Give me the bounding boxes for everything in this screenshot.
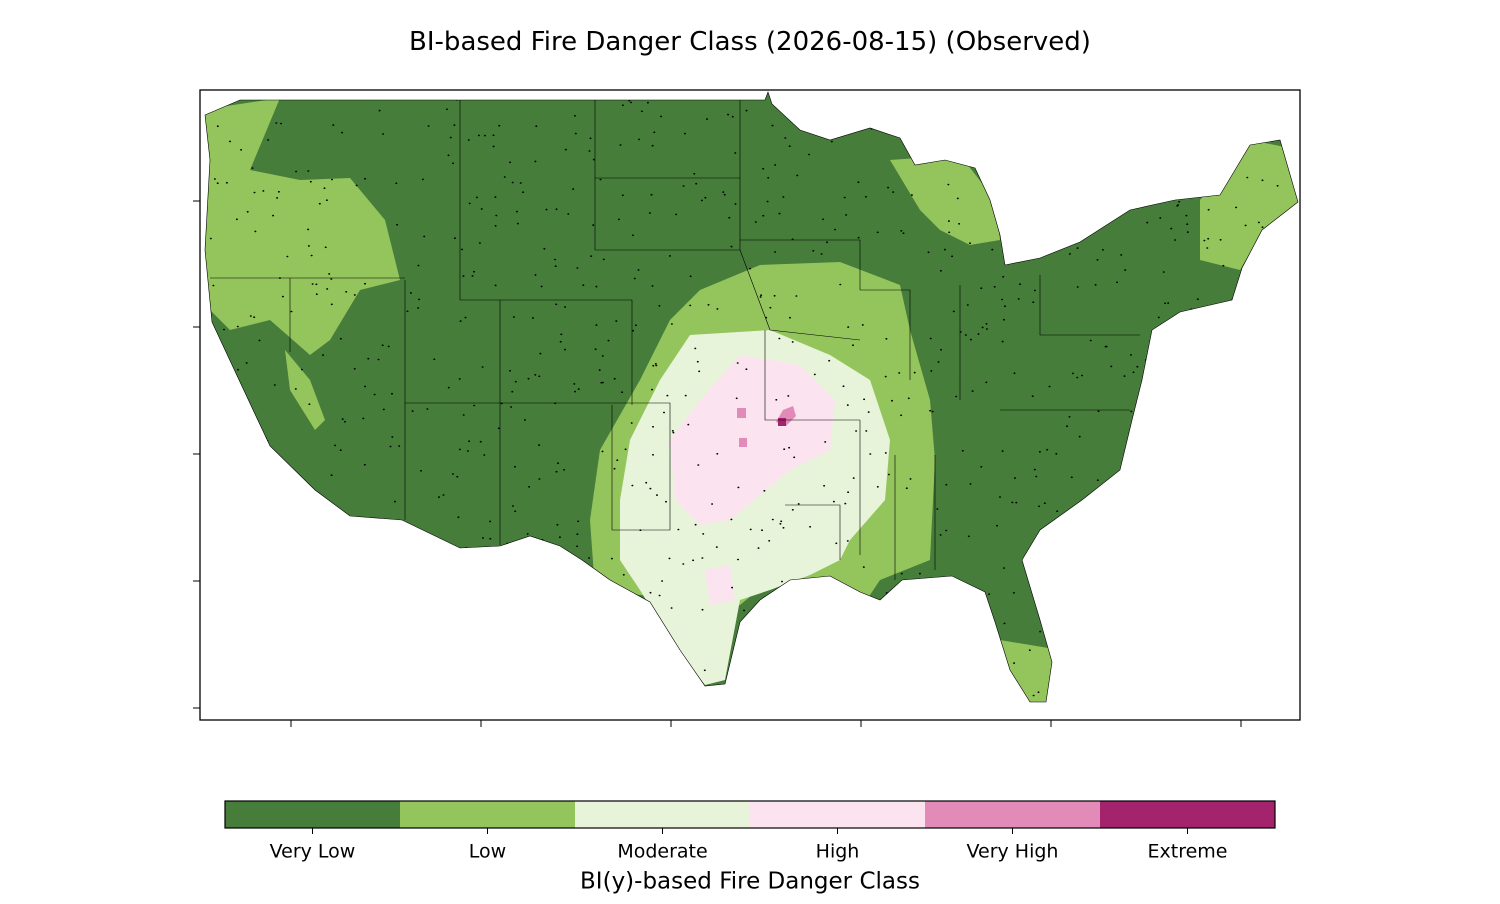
- region: [1200, 140, 1298, 270]
- colorbar-class-label: Extreme: [1148, 841, 1228, 863]
- region: [890, 155, 1000, 245]
- map-frame: [199, 89, 1301, 721]
- colorbar-class-label: Moderate: [617, 841, 707, 863]
- colorbar-swatch: [225, 801, 400, 828]
- colorbar-swatch: [1100, 801, 1275, 828]
- axis-ticks: [193, 200, 1242, 727]
- colorbar-swatch: [750, 801, 925, 828]
- region: [285, 350, 325, 430]
- colorbar: Very Low Low Moderate High Very High Extreme: [224, 800, 1276, 863]
- colorbar-label: BI(y)-based Fire Danger Class: [580, 869, 920, 895]
- region: [670, 355, 835, 525]
- colorbar-swatch: [925, 801, 1100, 828]
- colorbar-class-label: Very Low: [270, 841, 356, 863]
- colorbar-swatch: [575, 801, 750, 828]
- region: [1000, 640, 1060, 702]
- colorbar-frame: [224, 800, 1276, 829]
- map-area: [205, 92, 1298, 702]
- region: [205, 98, 400, 355]
- colorbar-swatch: [400, 801, 575, 828]
- region: [737, 406, 796, 447]
- map-title: BI-based Fire Danger Class (2026-08-15) …: [409, 27, 1091, 57]
- region: [778, 418, 786, 426]
- region: [705, 565, 735, 605]
- colorbar-class-label: Very High: [967, 841, 1059, 863]
- state-borders: [210, 100, 1140, 580]
- colorbar-class-label: Low: [469, 841, 506, 863]
- colorbar-class-label: High: [816, 841, 860, 863]
